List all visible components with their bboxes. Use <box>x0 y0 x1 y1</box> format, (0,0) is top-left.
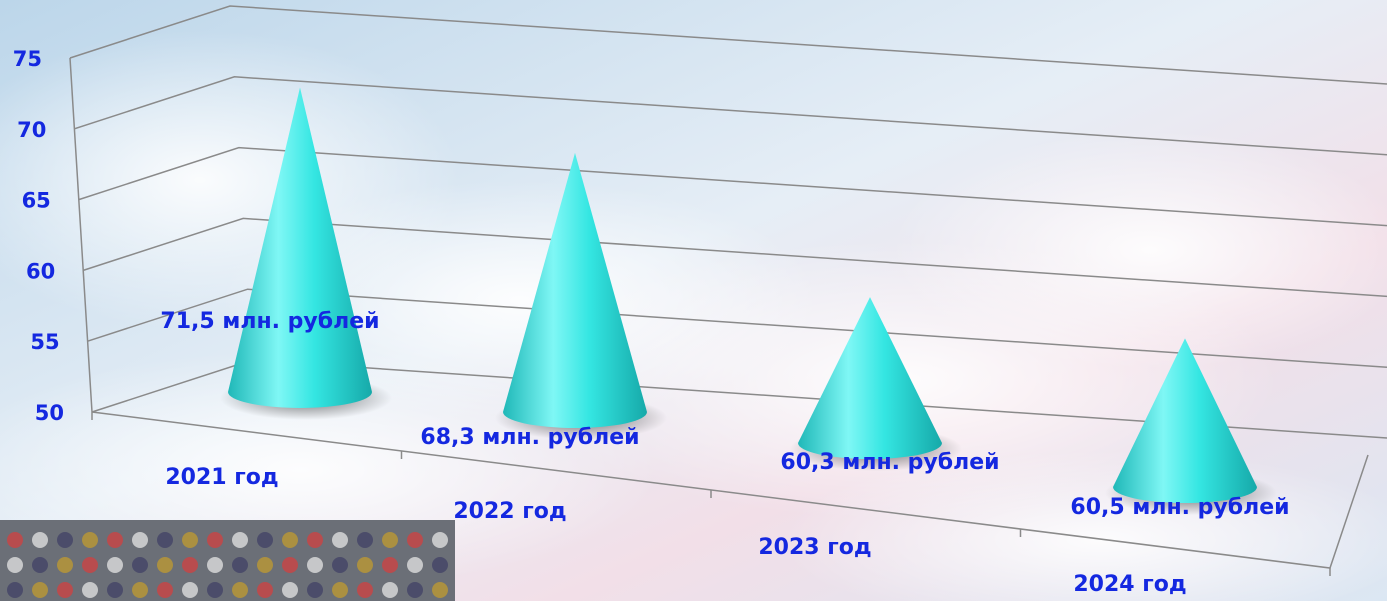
clouds <box>0 30 1387 605</box>
photo-icon <box>382 557 398 573</box>
cone <box>798 297 942 459</box>
photo-icon <box>57 532 73 548</box>
photo-icon <box>257 557 273 573</box>
cone-body <box>1113 338 1257 503</box>
y-tick-label: 50 <box>35 401 64 425</box>
photo-icon <box>432 582 448 598</box>
photo-icon <box>7 532 23 548</box>
photo-icon <box>332 557 348 573</box>
x-tick-label: 2022 год <box>453 499 566 524</box>
photo-icon <box>82 557 98 573</box>
photo-icon <box>107 557 123 573</box>
x-tick-label: 2021 год <box>165 465 278 490</box>
photo-icon <box>132 582 148 598</box>
photo-icon <box>132 557 148 573</box>
photo-icon <box>382 582 398 598</box>
photo-icon <box>57 557 73 573</box>
photo-icon <box>232 557 248 573</box>
y-tick-label: 70 <box>17 118 46 142</box>
grid-line <box>69 5 1387 85</box>
photo-icon <box>32 532 48 548</box>
photo-icon <box>382 532 398 548</box>
photo-icon <box>232 582 248 598</box>
photo-icon <box>182 532 198 548</box>
photo-icon <box>357 557 373 573</box>
photo-icon <box>107 532 123 548</box>
photo-icon <box>282 582 298 598</box>
photo-icon <box>182 582 198 598</box>
photo-icon <box>357 532 373 548</box>
photo-icon <box>207 582 223 598</box>
photo-icon <box>332 582 348 598</box>
photo-icon <box>7 557 23 573</box>
x-tick-label: 2024 год <box>1073 572 1186 597</box>
grid-line <box>87 288 1387 368</box>
photo-icon <box>157 532 173 548</box>
photo-icon <box>82 532 98 548</box>
y-tick-label: 75 <box>13 47 42 71</box>
photo-icon <box>432 532 448 548</box>
cone <box>503 152 647 428</box>
photo-icon <box>157 582 173 598</box>
y-tick-label: 65 <box>22 189 51 213</box>
photo-icon <box>357 582 373 598</box>
photo-icon <box>407 582 423 598</box>
photo-icon <box>232 532 248 548</box>
photo-icon <box>432 557 448 573</box>
cone-body <box>798 297 942 459</box>
photo-icon <box>57 582 73 598</box>
photo-icon <box>207 532 223 548</box>
data-label: 68,3 млн. рублей <box>420 425 639 450</box>
photo-icon <box>182 557 198 573</box>
photo-icon <box>332 532 348 548</box>
x-tick-label: 2023 год <box>758 535 871 560</box>
y-tick-label: 60 <box>26 259 55 283</box>
y-tick-label: 55 <box>30 330 59 354</box>
cone-body <box>228 87 372 408</box>
photo-icon <box>307 532 323 548</box>
photo-icon <box>282 532 298 548</box>
photo-icon <box>282 557 298 573</box>
cone <box>1113 338 1257 503</box>
photo-icon <box>157 557 173 573</box>
photo-icon <box>257 582 273 598</box>
photo-icon <box>82 582 98 598</box>
photo-icon <box>307 557 323 573</box>
grid-line <box>74 76 1387 156</box>
photo-icon <box>32 557 48 573</box>
photo-icon <box>407 557 423 573</box>
photo-icon <box>7 582 23 598</box>
grid-line <box>82 217 1387 298</box>
photo-icon <box>307 582 323 598</box>
photo-strip <box>0 520 455 601</box>
photo-icon <box>257 532 273 548</box>
cone-body <box>503 152 647 428</box>
grid-line <box>78 146 1387 227</box>
data-label: 71,5 млн. рублей <box>160 309 379 334</box>
photo-icon <box>407 532 423 548</box>
photo-icon <box>107 582 123 598</box>
photo-icon <box>32 582 48 598</box>
plot-area: 50 55 60 65 70 75 71,5 млн. рублей 2021 год 68,3… <box>7 5 1387 598</box>
photo-icon <box>207 557 223 573</box>
y-axis <box>69 57 93 413</box>
data-label: 60,3 млн. рублей <box>780 450 999 475</box>
photo-icon <box>132 532 148 548</box>
data-label: 60,5 млн. рублей <box>1070 495 1289 520</box>
cone <box>228 87 372 408</box>
